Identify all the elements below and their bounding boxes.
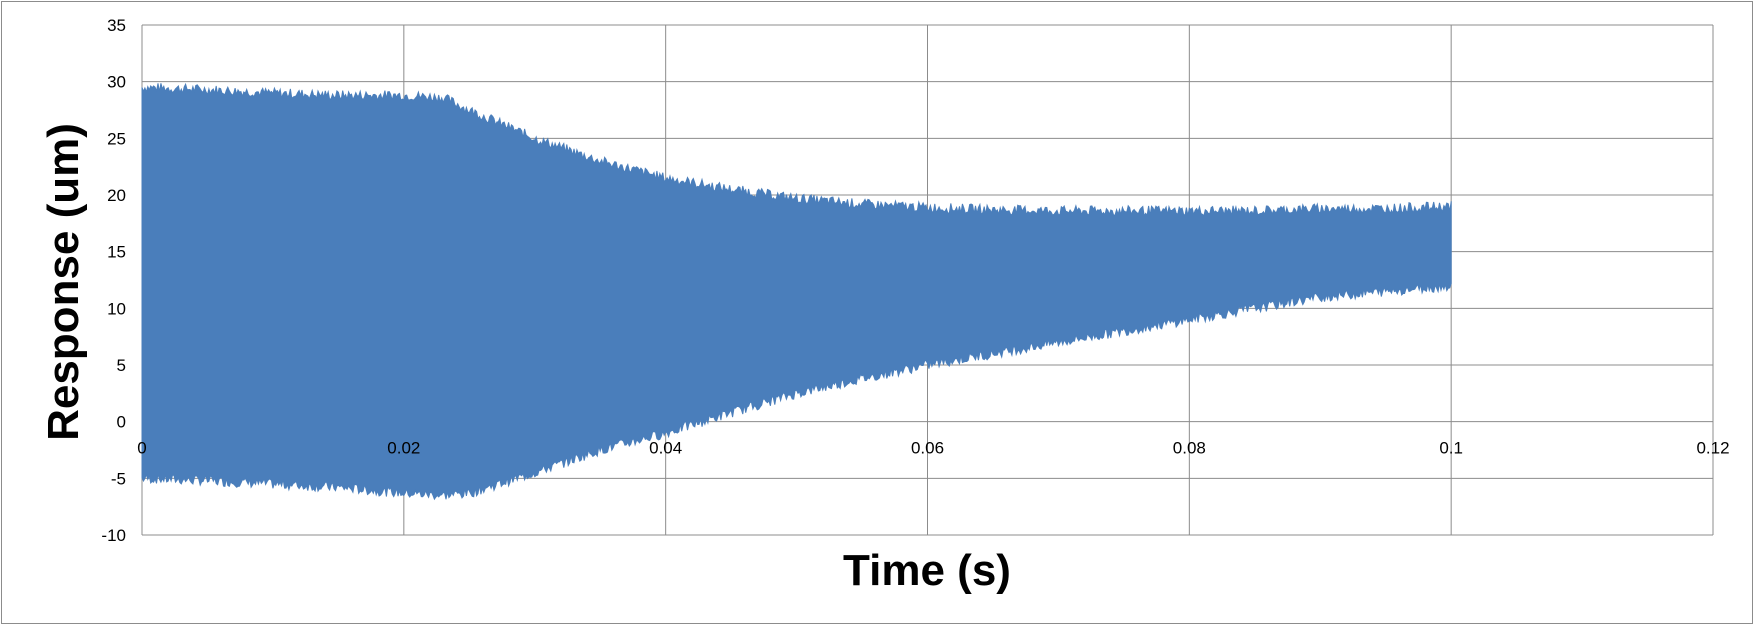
x-tick-label: 0.1	[1439, 439, 1463, 458]
y-tick-label: 25	[107, 129, 126, 148]
y-tick-label: 0	[117, 413, 126, 432]
y-tick-label: 15	[107, 243, 126, 262]
x-tick-label: 0.02	[387, 439, 420, 458]
y-tick-labels: -10 -5 0 5 10 15 20 25 30 35	[101, 16, 126, 545]
series-area	[141, 82, 1452, 501]
x-tick-labels: 0 0.02 0.04 0.06 0.08 0.1 0.12	[137, 439, 1729, 458]
x-tick-label: 0.12	[1696, 439, 1729, 458]
x-tick-label: 0.08	[1173, 439, 1206, 458]
y-axis-title: Response (um)	[39, 123, 88, 441]
x-axis-title: Time (s)	[843, 546, 1011, 595]
x-tick-label: 0.06	[911, 439, 944, 458]
y-tick-label: -5	[111, 469, 126, 488]
x-tick-label: 0.04	[649, 439, 682, 458]
y-tick-label: 30	[107, 73, 126, 92]
y-tick-label: -10	[101, 526, 126, 545]
y-tick-label: 35	[107, 16, 126, 35]
y-tick-label: 5	[117, 356, 126, 375]
x-tick-label: 0	[137, 439, 146, 458]
response-series-fill	[141, 82, 1452, 501]
y-tick-label: 10	[107, 299, 126, 318]
y-tick-label: 20	[107, 186, 126, 205]
